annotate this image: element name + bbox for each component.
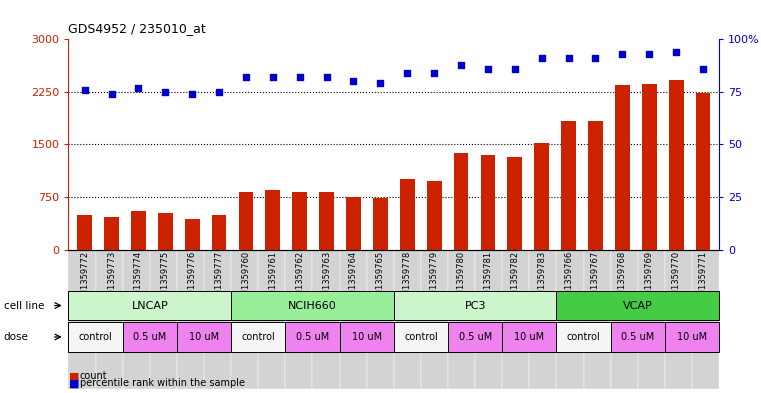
Bar bbox=[696, 93, 711, 250]
Text: VCAP: VCAP bbox=[623, 301, 653, 310]
Text: LNCAP: LNCAP bbox=[132, 301, 168, 310]
Point bbox=[348, 78, 360, 84]
Point bbox=[670, 49, 682, 55]
Bar bbox=[212, 215, 227, 250]
Point bbox=[267, 74, 279, 80]
Text: 0.5 uM: 0.5 uM bbox=[459, 332, 492, 342]
Point bbox=[78, 86, 91, 93]
Point bbox=[294, 74, 306, 80]
Bar bbox=[400, 179, 415, 250]
Text: count: count bbox=[80, 371, 107, 382]
Bar bbox=[266, 190, 280, 250]
Bar bbox=[669, 80, 683, 250]
Point bbox=[455, 61, 467, 68]
Point bbox=[482, 66, 494, 72]
Text: dose: dose bbox=[4, 332, 29, 342]
Bar bbox=[185, 219, 199, 250]
Text: 10 uM: 10 uM bbox=[514, 332, 544, 342]
Point bbox=[536, 55, 548, 61]
Bar bbox=[104, 217, 119, 250]
Text: 0.5 uM: 0.5 uM bbox=[621, 332, 654, 342]
Text: control: control bbox=[78, 332, 113, 342]
Point bbox=[106, 91, 118, 97]
Bar bbox=[131, 211, 146, 250]
Bar bbox=[534, 143, 549, 250]
Point bbox=[589, 55, 601, 61]
Bar bbox=[346, 197, 361, 250]
Bar bbox=[238, 192, 253, 250]
Point bbox=[240, 74, 252, 80]
Bar bbox=[615, 85, 630, 250]
Bar bbox=[642, 84, 657, 250]
Text: 10 uM: 10 uM bbox=[189, 332, 219, 342]
Bar bbox=[373, 198, 388, 250]
Bar bbox=[454, 153, 469, 250]
Text: control: control bbox=[241, 332, 275, 342]
Text: 0.5 uM: 0.5 uM bbox=[296, 332, 329, 342]
Point bbox=[374, 80, 387, 86]
Point bbox=[428, 70, 440, 76]
Text: 10 uM: 10 uM bbox=[352, 332, 382, 342]
Point bbox=[697, 66, 709, 72]
Text: 0.5 uM: 0.5 uM bbox=[133, 332, 167, 342]
Point bbox=[401, 70, 413, 76]
Bar bbox=[588, 121, 603, 250]
Bar bbox=[480, 155, 495, 250]
Point bbox=[213, 89, 225, 95]
Bar bbox=[292, 192, 307, 250]
Point bbox=[159, 89, 171, 95]
Bar bbox=[319, 192, 334, 250]
Point bbox=[186, 91, 199, 97]
Text: 10 uM: 10 uM bbox=[677, 332, 707, 342]
Point bbox=[562, 55, 575, 61]
Text: control: control bbox=[404, 332, 438, 342]
Text: GDS4952 / 235010_at: GDS4952 / 235010_at bbox=[68, 22, 206, 35]
Text: ■: ■ bbox=[68, 371, 79, 382]
Bar bbox=[508, 157, 522, 250]
Bar bbox=[561, 121, 576, 250]
Point bbox=[320, 74, 333, 80]
Point bbox=[508, 66, 521, 72]
Text: percentile rank within the sample: percentile rank within the sample bbox=[80, 378, 245, 388]
Text: NCIH660: NCIH660 bbox=[288, 301, 337, 310]
Bar bbox=[427, 181, 441, 250]
Bar bbox=[158, 213, 173, 250]
Text: PC3: PC3 bbox=[464, 301, 486, 310]
Text: control: control bbox=[567, 332, 600, 342]
Bar bbox=[77, 215, 92, 250]
Point bbox=[616, 51, 629, 57]
Point bbox=[132, 84, 145, 91]
Text: ■: ■ bbox=[68, 378, 79, 388]
Point bbox=[643, 51, 655, 57]
Text: cell line: cell line bbox=[4, 301, 44, 310]
